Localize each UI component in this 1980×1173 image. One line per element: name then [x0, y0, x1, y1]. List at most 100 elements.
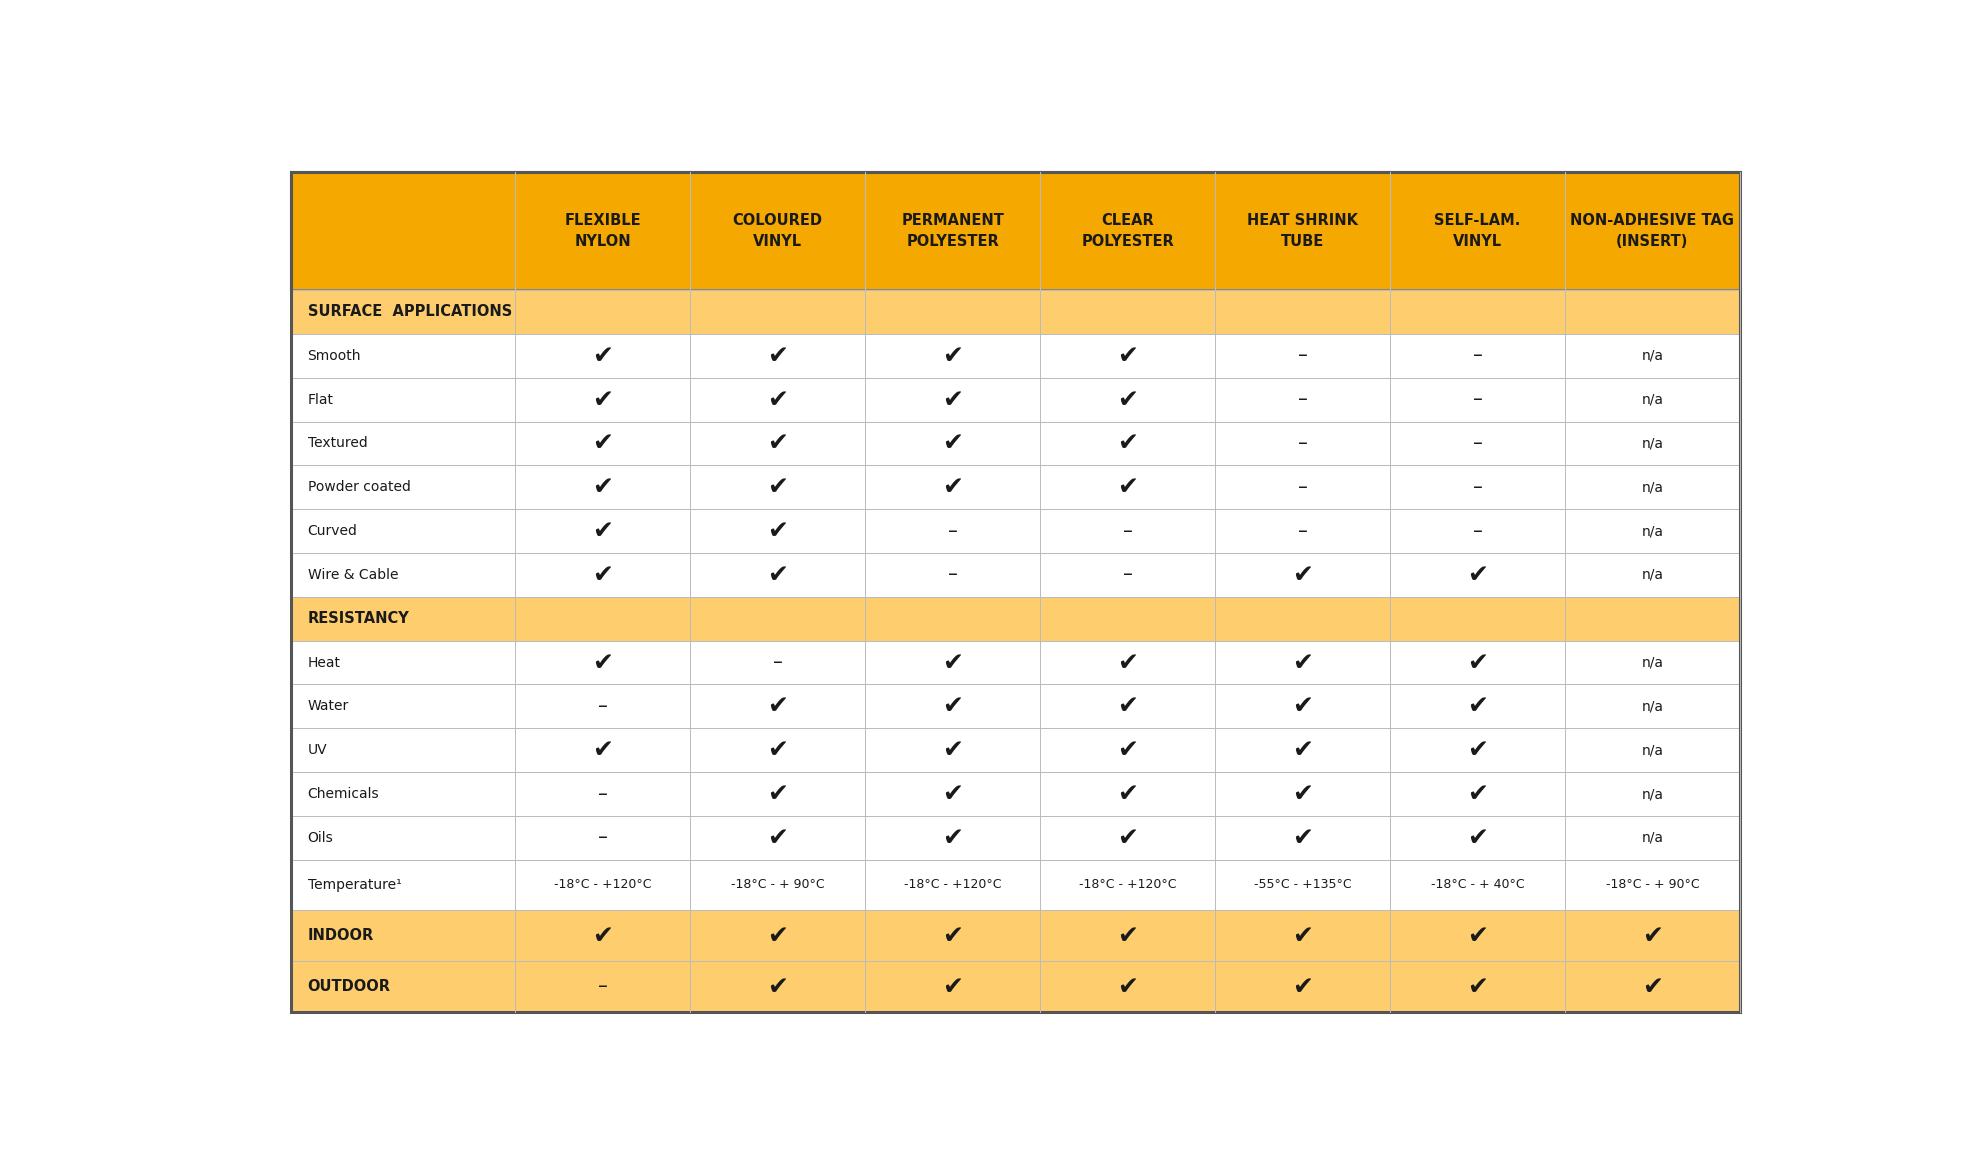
Text: –: –	[1471, 477, 1481, 496]
Text: Textured: Textured	[307, 436, 366, 450]
Text: CLEAR
POLYESTER: CLEAR POLYESTER	[1081, 213, 1174, 249]
Text: Flat: Flat	[307, 393, 333, 407]
Text: Smooth: Smooth	[307, 348, 360, 362]
Text: n/a: n/a	[1641, 744, 1663, 758]
Text: ✔: ✔	[766, 344, 788, 368]
Text: ✔: ✔	[942, 651, 962, 674]
Text: ✔: ✔	[1117, 387, 1137, 412]
Text: HEAT SHRINK
TUBE: HEAT SHRINK TUBE	[1245, 213, 1358, 249]
Text: ✔: ✔	[1467, 694, 1487, 718]
Bar	[291, 378, 1738, 421]
Text: –: –	[946, 565, 956, 584]
Text: ✔: ✔	[766, 694, 788, 718]
Text: ✔: ✔	[1117, 475, 1137, 500]
Text: OUTDOOR: OUTDOOR	[307, 979, 390, 995]
Text: ✔: ✔	[766, 387, 788, 412]
Text: ✔: ✔	[1467, 563, 1487, 586]
Text: ✔: ✔	[592, 520, 614, 543]
Text: Wire & Cable: Wire & Cable	[307, 568, 398, 582]
Text: ✔: ✔	[942, 432, 962, 455]
Text: –: –	[1471, 522, 1481, 541]
Text: n/a: n/a	[1641, 699, 1663, 713]
Bar	[291, 466, 1738, 509]
Text: –: –	[1471, 434, 1481, 453]
Text: -55°C - +135°C: -55°C - +135°C	[1253, 879, 1350, 891]
Bar	[291, 640, 1738, 685]
Bar	[291, 552, 1738, 597]
Text: ✔: ✔	[1641, 975, 1661, 998]
Bar	[291, 860, 1738, 910]
Text: ✔: ✔	[766, 520, 788, 543]
Text: n/a: n/a	[1641, 524, 1663, 538]
Text: ✔: ✔	[942, 344, 962, 368]
Text: n/a: n/a	[1641, 568, 1663, 582]
Text: ✔: ✔	[592, 344, 614, 368]
Text: ✔: ✔	[1291, 694, 1313, 718]
Text: –: –	[598, 828, 608, 847]
Text: ✔: ✔	[1467, 923, 1487, 948]
Text: ✔: ✔	[592, 475, 614, 500]
Text: ✔: ✔	[1117, 432, 1137, 455]
Text: ✔: ✔	[1291, 826, 1313, 850]
Text: –: –	[1297, 522, 1307, 541]
Text: ✔: ✔	[1467, 975, 1487, 998]
Text: ✔: ✔	[592, 563, 614, 586]
Text: ✔: ✔	[942, 975, 962, 998]
Text: Oils: Oils	[307, 830, 333, 845]
Text: -18°C - +120°C: -18°C - +120°C	[554, 879, 651, 891]
Text: ✔: ✔	[1117, 344, 1137, 368]
Text: –: –	[1123, 565, 1133, 584]
Text: ✔: ✔	[1467, 782, 1487, 806]
Text: ✔: ✔	[942, 826, 962, 850]
Bar	[291, 961, 1738, 1012]
Text: ✔: ✔	[592, 738, 614, 762]
Text: –: –	[1471, 346, 1481, 365]
Text: Powder coated: Powder coated	[307, 480, 410, 494]
Text: -18°C - +120°C: -18°C - +120°C	[903, 879, 1000, 891]
Text: ✔: ✔	[1467, 651, 1487, 674]
Text: n/a: n/a	[1641, 480, 1663, 494]
Text: ✔: ✔	[942, 923, 962, 948]
Text: PERMANENT
POLYESTER: PERMANENT POLYESTER	[901, 213, 1004, 249]
Bar	[291, 421, 1738, 466]
Text: COLOURED
VINYL: COLOURED VINYL	[733, 213, 822, 249]
Text: –: –	[1297, 346, 1307, 365]
Text: SURFACE  APPLICATIONS: SURFACE APPLICATIONS	[307, 305, 511, 319]
Text: RESISTANCY: RESISTANCY	[307, 611, 410, 626]
Text: –: –	[1297, 391, 1307, 409]
Text: ✔: ✔	[592, 432, 614, 455]
Text: ✔: ✔	[942, 694, 962, 718]
Text: n/a: n/a	[1641, 830, 1663, 845]
Text: ✔: ✔	[1291, 782, 1313, 806]
Text: –: –	[598, 697, 608, 716]
Text: UV: UV	[307, 744, 327, 758]
Text: NON-ADHESIVE TAG
(INSERT): NON-ADHESIVE TAG (INSERT)	[1570, 213, 1734, 249]
Text: –: –	[1123, 522, 1133, 541]
Text: ✔: ✔	[1291, 975, 1313, 998]
Text: ✔: ✔	[766, 563, 788, 586]
Text: ✔: ✔	[766, 782, 788, 806]
Text: ✔: ✔	[942, 475, 962, 500]
Text: ✔: ✔	[1117, 923, 1137, 948]
Text: ✔: ✔	[766, 738, 788, 762]
Text: Heat: Heat	[307, 656, 341, 670]
Text: FLEXIBLE
NYLON: FLEXIBLE NYLON	[564, 213, 642, 249]
Text: ✔: ✔	[1467, 826, 1487, 850]
Text: n/a: n/a	[1641, 656, 1663, 670]
Text: SELF-LAM.
VINYL: SELF-LAM. VINYL	[1434, 213, 1521, 249]
Bar	[291, 910, 1738, 961]
Text: ✔: ✔	[766, 432, 788, 455]
Text: ✔: ✔	[1291, 651, 1313, 674]
Text: ✔: ✔	[942, 738, 962, 762]
Bar	[291, 728, 1738, 772]
Text: ✔: ✔	[1291, 738, 1313, 762]
Text: n/a: n/a	[1641, 393, 1663, 407]
Text: ✔: ✔	[1117, 826, 1137, 850]
Text: Temperature¹: Temperature¹	[307, 877, 402, 891]
Text: –: –	[1297, 477, 1307, 496]
Text: ✔: ✔	[1291, 923, 1313, 948]
Text: ✔: ✔	[592, 923, 614, 948]
Bar	[291, 772, 1738, 816]
Text: -18°C - +120°C: -18°C - +120°C	[1079, 879, 1176, 891]
Bar	[291, 290, 1738, 334]
